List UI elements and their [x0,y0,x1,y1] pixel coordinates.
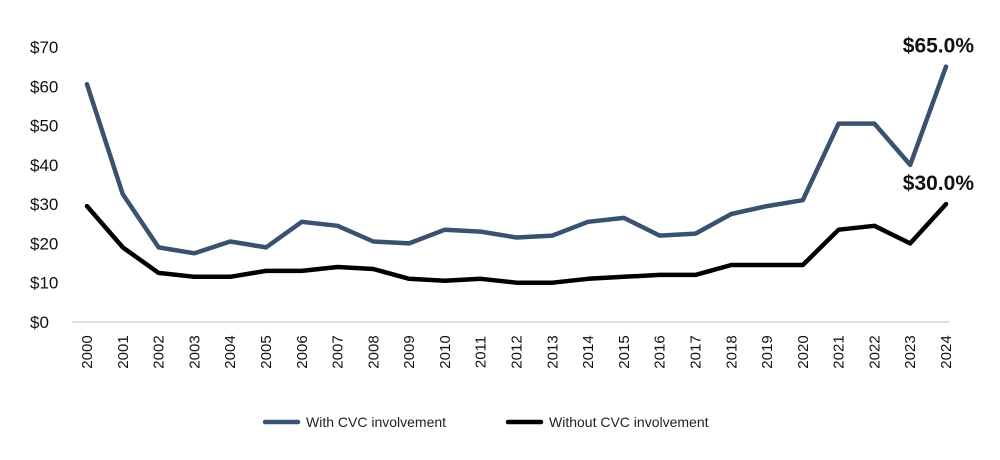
series-line-without-cvc [84,201,949,285]
x-tick-label: 2013 [544,335,561,368]
x-tick-label: 2007 [330,335,347,368]
x-tick-label: 2014 [580,335,597,368]
y-tick-label: $50 [30,117,58,136]
x-tick-label: 2000 [79,335,96,368]
x-tick-label: 2006 [294,335,311,368]
y-tick-label: $70 [30,38,58,57]
y-tick-label: $40 [30,156,58,175]
x-tick-label: 2020 [795,335,812,368]
x-tick-label: 2001 [115,335,132,368]
x-tick-label: 2008 [365,335,382,368]
x-tick-label: 2011 [473,336,490,368]
y-tick-label: $20 [30,234,58,253]
x-tick-label: 2022 [866,335,883,368]
y-tick-label: $0 [30,313,49,332]
series-line-with-cvc [84,64,949,256]
legend-label: Without CVC involvement [549,414,709,430]
x-tick-label: 2017 [687,335,704,368]
x-tick-label: 2002 [151,335,168,368]
x-tick-label: 2009 [401,335,418,368]
x-axis: 2000 2001 2002 2003 2004 2005 2006 2007 2008 2009… [79,335,955,368]
y-tick-label: $10 [30,274,58,293]
x-tick-label: 2016 [652,335,669,368]
x-tick-label: 2018 [723,335,740,368]
x-tick-label: 2015 [616,335,633,368]
x-tick-label: 2019 [759,335,776,368]
x-tick-label: 2012 [509,335,526,368]
legend: With CVC involvement Without CVC involvem… [262,414,709,430]
x-tick-label: 2005 [258,335,275,368]
y-tick-label: $60 [30,77,58,96]
legend-label: With CVC involvement [306,414,446,430]
x-tick-label: 2004 [222,335,239,368]
x-tick-label: 2003 [186,335,203,368]
y-tick-label: $30 [30,195,58,214]
end-labels: $65.0% $30.0% [903,35,975,195]
end-label-without-cvc: $30.0% [903,172,975,195]
x-tick-label: 2010 [437,335,454,368]
series-layer [84,64,949,285]
x-tick-label: 2023 [902,335,919,368]
y-axis: $0 $10 $20 $30 $40 $50 $60 $70 [30,38,58,332]
x-tick-label: 2021 [831,335,848,368]
x-tick-label: 2024 [938,335,955,368]
end-label-with-cvc: $65.0% [903,35,975,58]
